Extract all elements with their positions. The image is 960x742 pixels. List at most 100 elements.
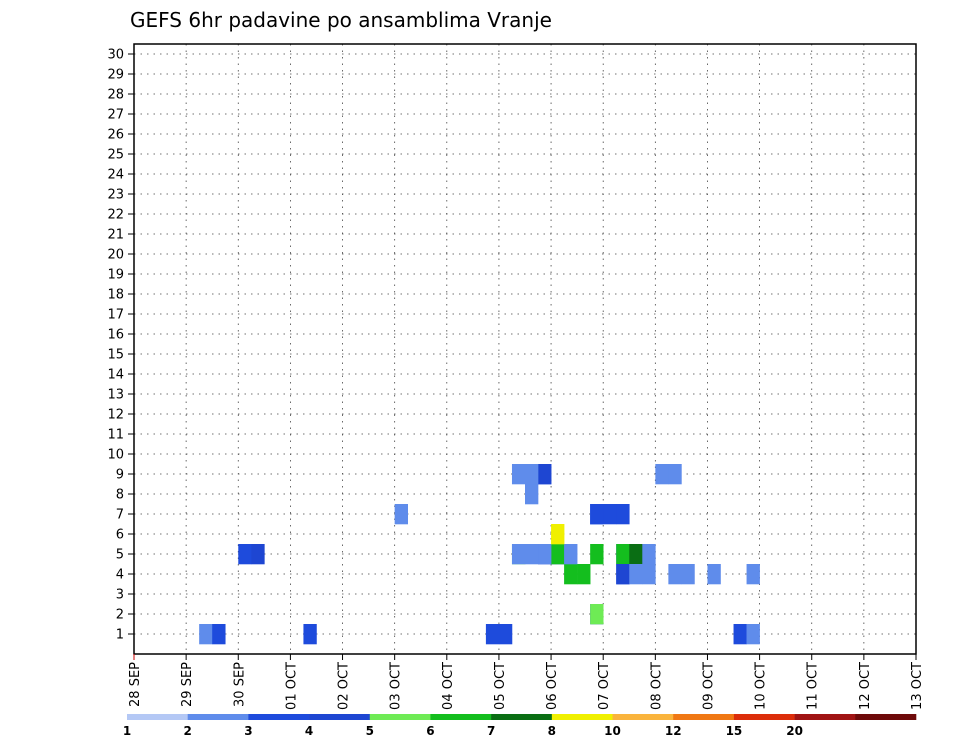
precip-cell: [707, 564, 721, 585]
colorbar-segment: [430, 714, 492, 720]
y-tick-label: 19: [107, 268, 124, 283]
precip-cell: [525, 464, 539, 485]
plot-frame: [133, 43, 917, 655]
y-tick-label: 15: [107, 348, 124, 363]
y-tick-label: 16: [107, 328, 124, 343]
precip-cell: [394, 504, 408, 525]
colorbar-label: 4: [305, 724, 313, 738]
y-tick-label: 9: [116, 468, 124, 483]
precip-cell: [590, 544, 604, 565]
x-tick-label: 02 OCT: [337, 662, 352, 710]
y-tick-label: 14: [107, 368, 124, 383]
precip-cell: [511, 464, 526, 485]
precip-cell: [511, 544, 526, 565]
y-tick-label: 23: [107, 188, 124, 203]
precip-cell: [655, 464, 669, 485]
precip-cell: [603, 504, 617, 525]
y-tick-label: 18: [107, 288, 124, 303]
y-tick-label: 4: [116, 568, 124, 583]
x-tick-label: 13 OCT: [910, 662, 925, 710]
colorbar-label: 15: [726, 724, 743, 738]
precip-cell: [590, 604, 604, 625]
colorbar-label: 1: [123, 724, 131, 738]
precip-cell: [538, 544, 552, 565]
chart-title: GEFS 6hr padavine po ansamblima Vranje: [130, 8, 552, 32]
data-cells: [199, 464, 760, 645]
y-tick-label: 20: [107, 248, 124, 263]
precip-cell: [538, 464, 552, 485]
colorbar-segment: [794, 714, 856, 720]
y-tick-label: 25: [107, 148, 124, 163]
precip-cell: [616, 564, 630, 585]
y-tick-label: 10: [107, 448, 124, 463]
y-tick-label: 17: [107, 308, 124, 323]
precip-cell: [577, 564, 591, 585]
y-tick-label: 29: [107, 68, 124, 83]
colorbar-segment: [673, 714, 735, 720]
x-tick-label: 08 OCT: [649, 662, 664, 710]
colorbar-label: 5: [366, 724, 374, 738]
precip-cell: [642, 544, 656, 565]
y-tick-label: 5: [116, 548, 124, 563]
precip-cell: [616, 504, 630, 525]
y-tick-label: 8: [116, 488, 124, 503]
y-tick-label: 12: [107, 408, 124, 423]
precip-cell: [590, 504, 604, 525]
precip-cell: [681, 564, 695, 585]
precip-cell: [668, 564, 682, 585]
precip-cell: [629, 564, 643, 585]
x-tick-label: 01 OCT: [284, 662, 299, 710]
colorbar-label: 8: [548, 724, 556, 738]
precip-cell: [212, 624, 226, 645]
y-tick-label: 27: [107, 108, 124, 123]
precip-cell: [498, 624, 513, 645]
y-tick-label: 1: [116, 628, 124, 643]
y-tick-label: 11: [107, 428, 124, 443]
precip-cell: [525, 544, 539, 565]
precip-cell: [551, 544, 565, 565]
y-tick-label: 3: [116, 588, 124, 603]
precip-cell: [251, 544, 265, 565]
colorbar-label: 10: [604, 724, 621, 738]
colorbar-segment: [187, 714, 249, 720]
colorbar-label: 12: [665, 724, 682, 738]
colorbar-segment: [733, 714, 795, 720]
y-tick-label: 7: [116, 508, 124, 523]
precip-cell: [564, 564, 578, 585]
precip-cell: [303, 624, 317, 645]
colorbar-segment: [612, 714, 674, 720]
x-tick-label: 29 SEP: [180, 662, 195, 707]
x-tick-label: 07 OCT: [597, 662, 612, 710]
x-tick-label: 11 OCT: [806, 662, 821, 710]
colorbar-label: 6: [426, 724, 434, 738]
y-tick-label: 26: [107, 128, 124, 143]
colorbar-segment: [491, 714, 553, 720]
x-tick-label: 10 OCT: [754, 662, 769, 710]
colorbar-label: 2: [184, 724, 192, 738]
y-tick-label: 28: [107, 88, 124, 103]
y-tick-label: 6: [116, 528, 124, 543]
y-tick-label: 13: [107, 388, 124, 403]
colorbar-label: 7: [487, 724, 495, 738]
colorbar-segment: [369, 714, 431, 720]
x-tick-label: 09 OCT: [701, 662, 716, 710]
colorbar-segment: [248, 714, 310, 720]
precip-cell: [629, 544, 643, 565]
x-axis-tick-labels: 28 SEP 29 SEP 30 SEP 01 OCT 02 OCT 03 OCT 04 O…: [128, 654, 925, 710]
precip-cell: [238, 544, 252, 565]
precip-cell: [746, 564, 760, 585]
colorbar-segment: [127, 714, 188, 720]
precip-cell: [746, 624, 760, 645]
x-tick-label: 04 OCT: [441, 662, 456, 710]
colorbar-segment: [855, 714, 917, 720]
precip-cell: [525, 484, 539, 505]
x-tick-label: 30 SEP: [232, 662, 247, 707]
colorbar-segment: [309, 714, 371, 720]
x-tick-label: 12 OCT: [858, 662, 873, 710]
colorbar: 1 2 3 4 5 6 7 8 10 12 15 20: [123, 714, 917, 738]
precip-cell: [642, 564, 656, 585]
y-tick-label: 24: [107, 168, 124, 183]
y-tick-label: 2: [116, 608, 124, 623]
y-tick-label: 21: [107, 228, 124, 243]
